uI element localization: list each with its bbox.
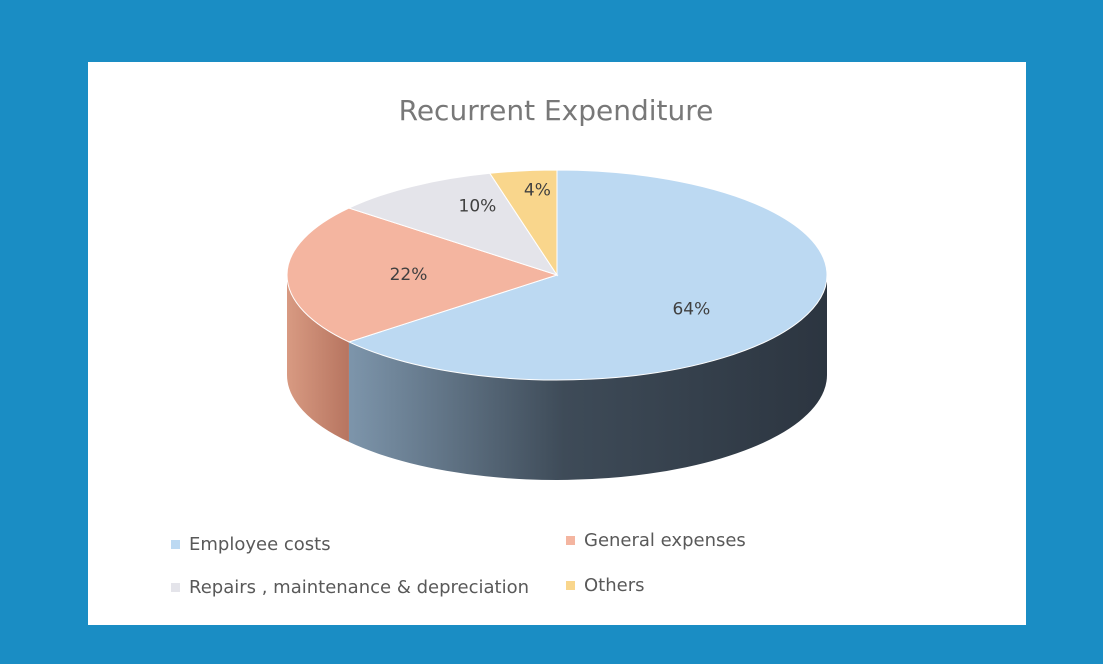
pie-slice xyxy=(286,207,559,343)
legend-swatch xyxy=(566,581,575,590)
data-label: 64% xyxy=(672,299,710,319)
data-label: 10% xyxy=(459,197,497,217)
pie-slice xyxy=(347,169,828,381)
legend-label: Repairs , maintenance & depreciation xyxy=(189,577,529,598)
legend-label: Employee costs xyxy=(189,534,331,555)
pie-slice-side xyxy=(348,275,827,480)
data-label: 4% xyxy=(524,180,551,200)
pie: 64% 22% 10% 4% xyxy=(286,169,828,480)
legend-swatch xyxy=(171,583,180,592)
legend: Employee costs General expenses Repairs , … xyxy=(171,530,746,598)
legend-label: Others xyxy=(584,575,645,596)
legend-label: General expenses xyxy=(584,530,746,551)
chart-title: Recurrent Expenditure xyxy=(399,94,714,127)
pie-slice xyxy=(347,172,559,276)
pie-slice xyxy=(488,169,558,277)
pie-slice-side xyxy=(287,275,349,442)
legend-swatch xyxy=(566,536,575,545)
data-label: 22% xyxy=(390,265,428,285)
legend-swatch xyxy=(171,540,180,549)
